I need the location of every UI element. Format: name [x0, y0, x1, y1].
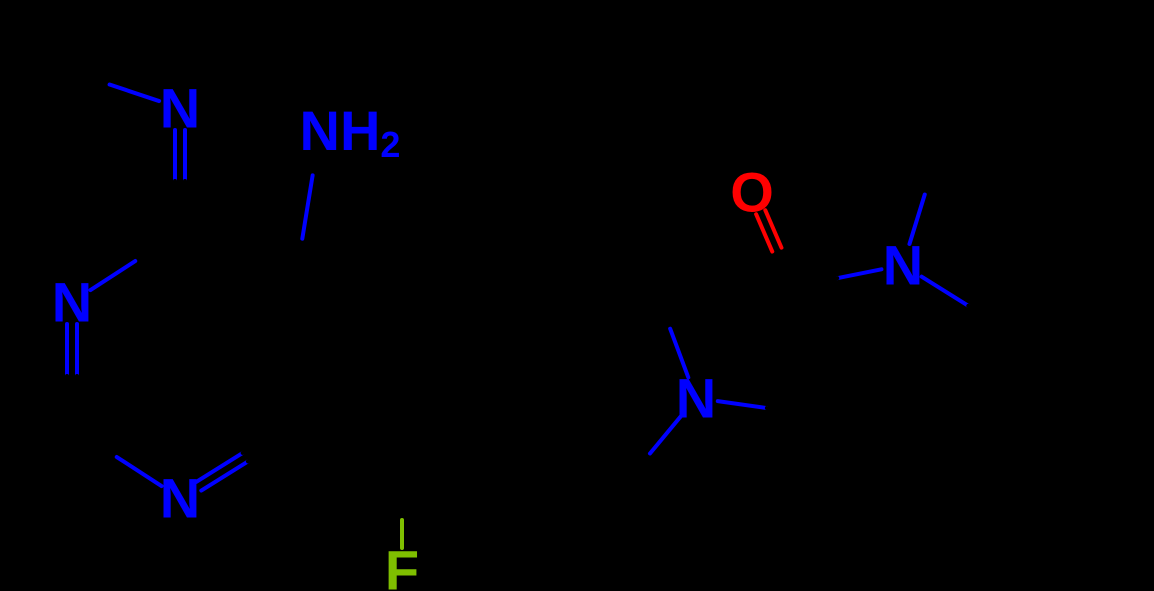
bond — [1062, 130, 1108, 250]
bond — [968, 306, 1015, 335]
bond — [652, 280, 670, 329]
atom-N: NH2 — [300, 99, 401, 165]
bond — [135, 232, 180, 261]
bond — [837, 269, 881, 278]
bond — [718, 401, 767, 408]
bond — [90, 261, 135, 290]
bond — [1015, 250, 1108, 335]
bond — [405, 432, 513, 496]
bond — [510, 428, 618, 492]
molecule-diagram: N N N NH2 F N N O — [0, 0, 1154, 591]
bond — [292, 428, 402, 492]
bond — [60, 68, 110, 85]
atom-F: F — [385, 539, 419, 591]
bond — [180, 232, 292, 302]
atom-N: N — [52, 271, 92, 334]
atom-N: N — [160, 467, 200, 530]
bond — [793, 278, 837, 287]
bond — [618, 232, 652, 280]
bond — [292, 239, 302, 302]
bond — [925, 145, 940, 194]
bond — [767, 408, 816, 415]
atom-O: O — [730, 161, 774, 224]
bond — [510, 232, 618, 302]
bond — [940, 130, 1062, 145]
atom-N: N — [676, 367, 716, 430]
bond — [816, 415, 895, 503]
bond — [72, 428, 117, 457]
atom-N: N — [883, 234, 923, 297]
bond — [302, 175, 312, 238]
bond — [922, 277, 969, 306]
atom-N: N — [160, 77, 200, 140]
bond — [618, 453, 650, 492]
bond — [793, 287, 816, 415]
bond — [399, 424, 507, 488]
bond — [117, 457, 162, 486]
bond — [110, 85, 160, 102]
bond — [895, 460, 1015, 503]
